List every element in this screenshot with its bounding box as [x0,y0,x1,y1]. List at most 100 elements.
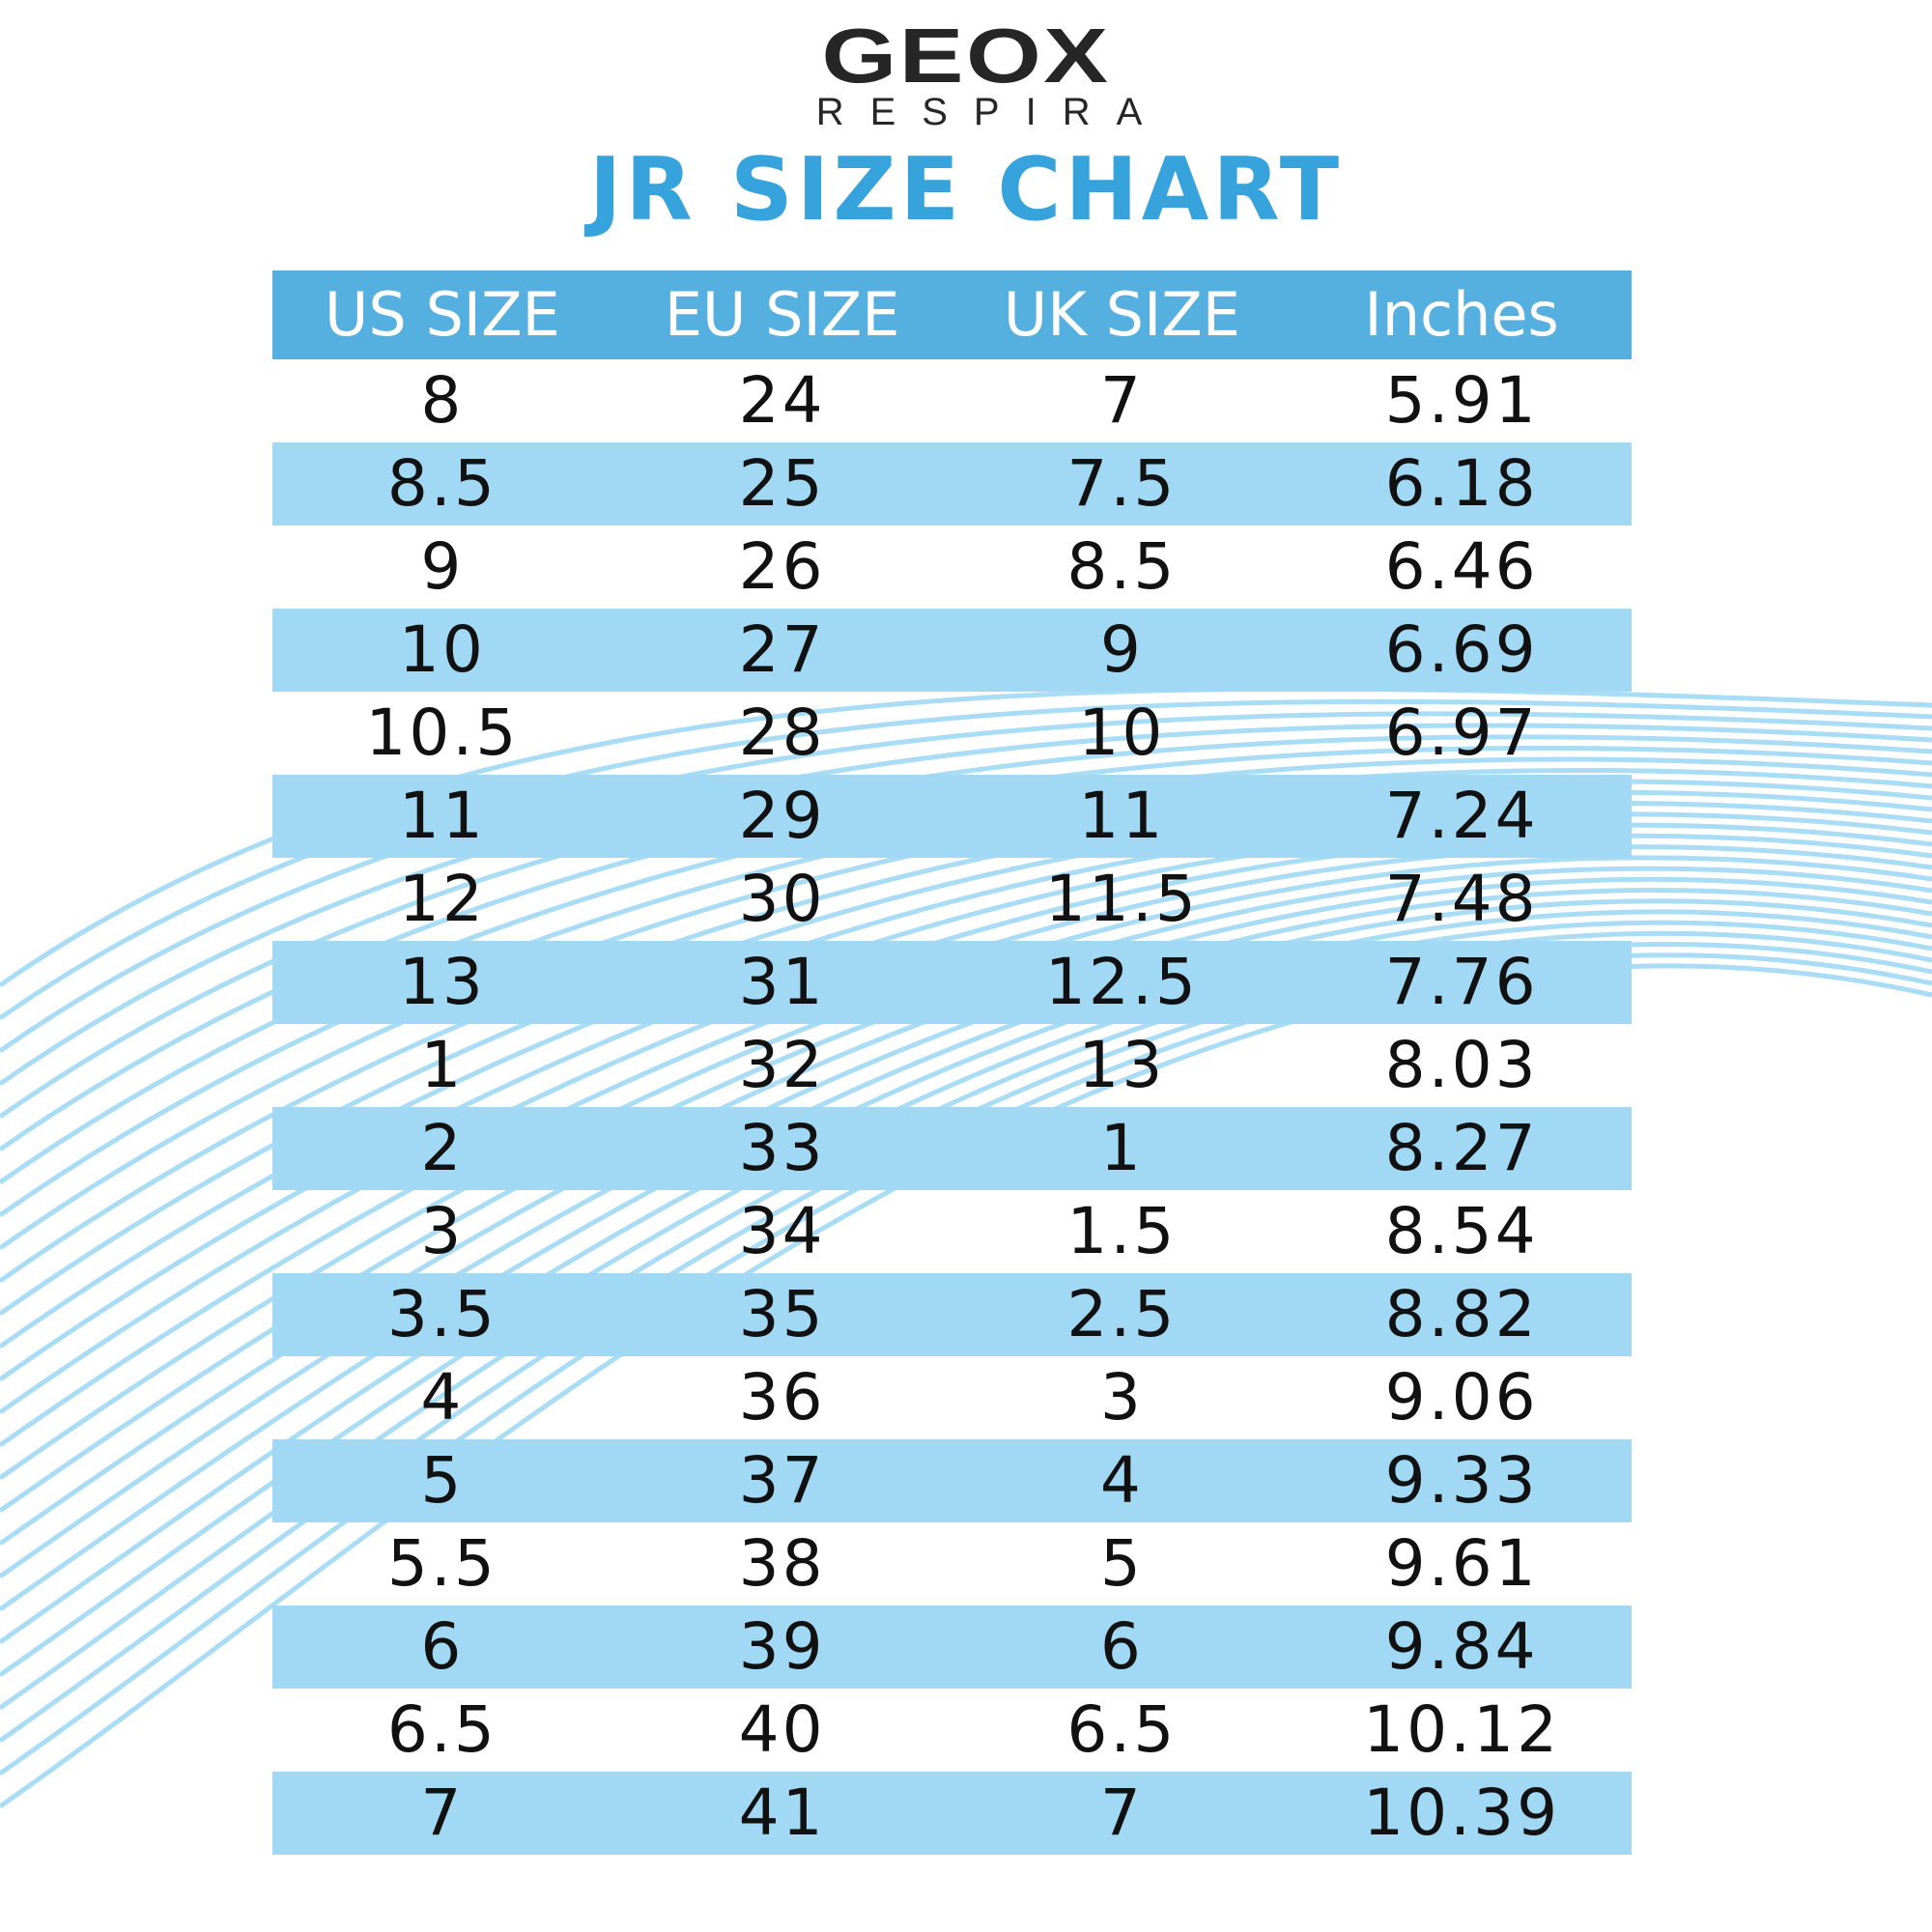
cell-uk-size: 6 [1099,1609,1144,1684]
table-row: 2 33 1 8.27 [272,1107,1632,1190]
table-row: 3 34 1.5 8.54 [272,1190,1632,1273]
table-row: 4 36 3 9.06 [272,1356,1632,1439]
cell-uk-size: 11 [1078,779,1166,853]
table-header: US SIZE EU SIZE UK SIZE Inches [272,270,1632,359]
cell-eu-size: 26 [738,529,826,604]
cell-eu-size: 33 [738,1111,826,1185]
cell-us-size: 4 [420,1360,465,1435]
table-row: 1 32 13 8.03 [272,1024,1632,1107]
brand-tagline: RESPIRA [815,91,1169,133]
cell-uk-size: 6.5 [1066,1692,1178,1767]
cell-eu-size: 41 [738,1776,826,1850]
cell-eu-size: 38 [738,1526,826,1601]
cell-us-size: 3 [420,1194,465,1268]
cell-eu-size: 36 [738,1360,826,1435]
cell-eu-size: 25 [738,446,826,521]
cell-uk-size: 12.5 [1044,945,1199,1019]
cell-us-size: 9 [420,529,465,604]
wave-line [0,698,1932,1021]
wave-line [0,876,1932,1547]
table-row: 5.5 38 5 9.61 [272,1522,1632,1605]
table-row: 9 26 8.5 6.46 [272,526,1632,609]
cell-inches: 9.84 [1384,1609,1539,1684]
cell-eu-size: 24 [738,363,826,438]
cell-inches: 8.03 [1384,1028,1539,1102]
cell-us-size: 3.5 [386,1277,497,1351]
cell-us-size: 8.5 [386,446,497,521]
page-title: JR SIZE CHART [588,139,1344,241]
cell-us-size: 7 [420,1776,465,1850]
table-body: 8 24 7 5.91 8.5 25 7.5 6.18 9 26 8.5 6.46 10 27 9 6.69 1… [272,359,1632,1855]
cell-eu-size: 39 [738,1609,826,1684]
table-row: 3.5 35 2.5 8.82 [272,1273,1632,1356]
wave-line [0,711,1932,1054]
wave-line [0,723,1932,1087]
cell-us-size: 13 [398,945,486,1019]
header-eu-size: EU SIZE [664,279,900,350]
cell-uk-size: 10 [1078,696,1166,770]
cell-eu-size: 34 [738,1194,826,1268]
wave-line [0,686,1932,988]
cell-eu-size: 35 [738,1277,826,1351]
cell-eu-size: 29 [738,779,826,853]
cell-us-size: 12 [398,862,486,936]
cell-uk-size: 13 [1078,1028,1166,1102]
table-row: 7 41 7 10.39 [272,1772,1632,1855]
table-row: 10 27 9 6.69 [272,609,1632,692]
cell-uk-size: 1.5 [1066,1194,1178,1268]
cell-inches: 10.39 [1363,1776,1561,1850]
cell-eu-size: 27 [738,612,826,687]
table-row: 8 24 7 5.91 [272,359,1632,442]
table-row: 6.5 40 6.5 10.12 [272,1689,1632,1772]
cell-inches: 6.97 [1384,696,1539,770]
cell-us-size: 10.5 [365,696,520,770]
cell-us-size: 10 [398,612,486,687]
header-inches: Inches [1364,279,1559,350]
table-row: 6 39 6 9.84 [272,1605,1632,1689]
cell-inches: 9.33 [1384,1443,1539,1518]
table-row: 10.5 28 10 6.97 [272,692,1632,775]
cell-us-size: 6.5 [386,1692,497,1767]
cell-uk-size: 5 [1099,1526,1144,1601]
cell-inches: 9.61 [1384,1526,1539,1601]
table-row: 5 37 4 9.33 [272,1439,1632,1522]
cell-uk-size: 3 [1099,1360,1144,1435]
cell-us-size: 1 [420,1028,465,1102]
cell-uk-size: 9 [1099,612,1144,687]
cell-uk-size: 8.5 [1066,529,1178,604]
cell-inches: 7.76 [1384,945,1539,1019]
cell-uk-size: 11.5 [1044,862,1199,936]
table-row: 12 30 11.5 7.48 [272,858,1632,941]
cell-uk-size: 1 [1099,1111,1144,1185]
cell-uk-size: 7 [1099,363,1144,438]
cell-eu-size: 37 [738,1443,826,1518]
table-row: 8.5 25 7.5 6.18 [272,442,1632,526]
cell-inches: 10.12 [1363,1692,1561,1767]
cell-us-size: 6 [420,1609,465,1684]
table-row: 11 29 11 7.24 [272,775,1632,858]
brand-logo: GEOX [821,13,1111,99]
cell-uk-size: 7.5 [1066,446,1178,521]
cell-us-size: 5 [420,1443,465,1518]
cell-uk-size: 4 [1099,1443,1144,1518]
cell-inches: 8.82 [1384,1277,1539,1351]
cell-uk-size: 2.5 [1066,1277,1178,1351]
header-uk-size: UK SIZE [1003,279,1240,350]
header-us-size: US SIZE [325,279,560,350]
cell-us-size: 5.5 [386,1526,497,1601]
cell-inches: 8.54 [1384,1194,1539,1268]
cell-eu-size: 40 [738,1692,826,1767]
cell-us-size: 2 [420,1111,465,1185]
cell-inches: 9.06 [1384,1360,1539,1435]
table-row: 13 31 12.5 7.76 [272,941,1632,1024]
cell-eu-size: 28 [738,696,826,770]
cell-eu-size: 31 [738,945,826,1019]
cell-uk-size: 7 [1099,1776,1144,1850]
cell-inches: 6.18 [1384,446,1539,521]
cell-inches: 6.46 [1384,529,1539,604]
cell-inches: 7.48 [1384,862,1539,936]
cell-eu-size: 32 [738,1028,826,1102]
cell-inches: 7.24 [1384,779,1539,853]
wave-line [0,898,1932,1612]
size-chart-table: US SIZE EU SIZE UK SIZE Inches 8 24 7 5.91 8… [272,270,1632,1855]
